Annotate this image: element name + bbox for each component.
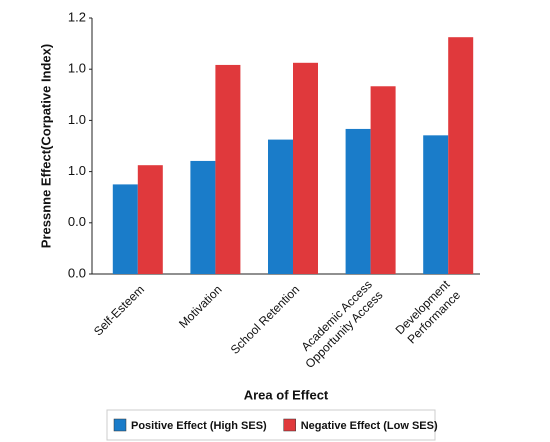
bar — [190, 160, 216, 274]
bar — [137, 165, 163, 274]
legend-label: Negative Effect (Low SES) — [301, 420, 438, 432]
bar — [293, 62, 318, 274]
x-tick-line: Self-Esteem — [91, 282, 147, 338]
x-tick-label: Self-Esteem — [91, 282, 147, 338]
y-axis-title: Pressnne Effect(Corpative Index) — [38, 44, 53, 248]
y-tick-label: 1.0 — [68, 163, 86, 178]
y-tick-label: 1.0 — [68, 61, 86, 76]
bar — [345, 128, 371, 274]
bar — [448, 37, 474, 275]
bar — [215, 64, 241, 274]
x-tick-line: Motivation — [176, 282, 225, 331]
bar — [112, 184, 138, 274]
x-tick-line: School Retention — [228, 282, 303, 357]
legend-swatch — [283, 418, 296, 432]
x-tick-label: School Retention — [228, 282, 303, 357]
y-tick-label: 0.0 — [68, 265, 86, 280]
bar — [268, 139, 293, 274]
x-tick-label: Academic AccessOpportunity Access — [292, 278, 386, 372]
bar — [423, 135, 449, 274]
y-tick-label: 1.0 — [68, 112, 86, 127]
x-tick-label: DevelopmentPerformance — [393, 277, 464, 348]
bar — [370, 86, 396, 275]
y-tick-label: 0.0 — [68, 214, 86, 229]
x-axis-title: Area of Effect — [244, 387, 329, 402]
legend-swatch — [113, 418, 127, 432]
legend-label: Positive Effect (High SES) — [131, 420, 267, 432]
y-tick-label: 1.2 — [68, 9, 86, 24]
legend-frame — [106, 409, 436, 441]
x-tick-label: Motivation — [176, 282, 225, 331]
